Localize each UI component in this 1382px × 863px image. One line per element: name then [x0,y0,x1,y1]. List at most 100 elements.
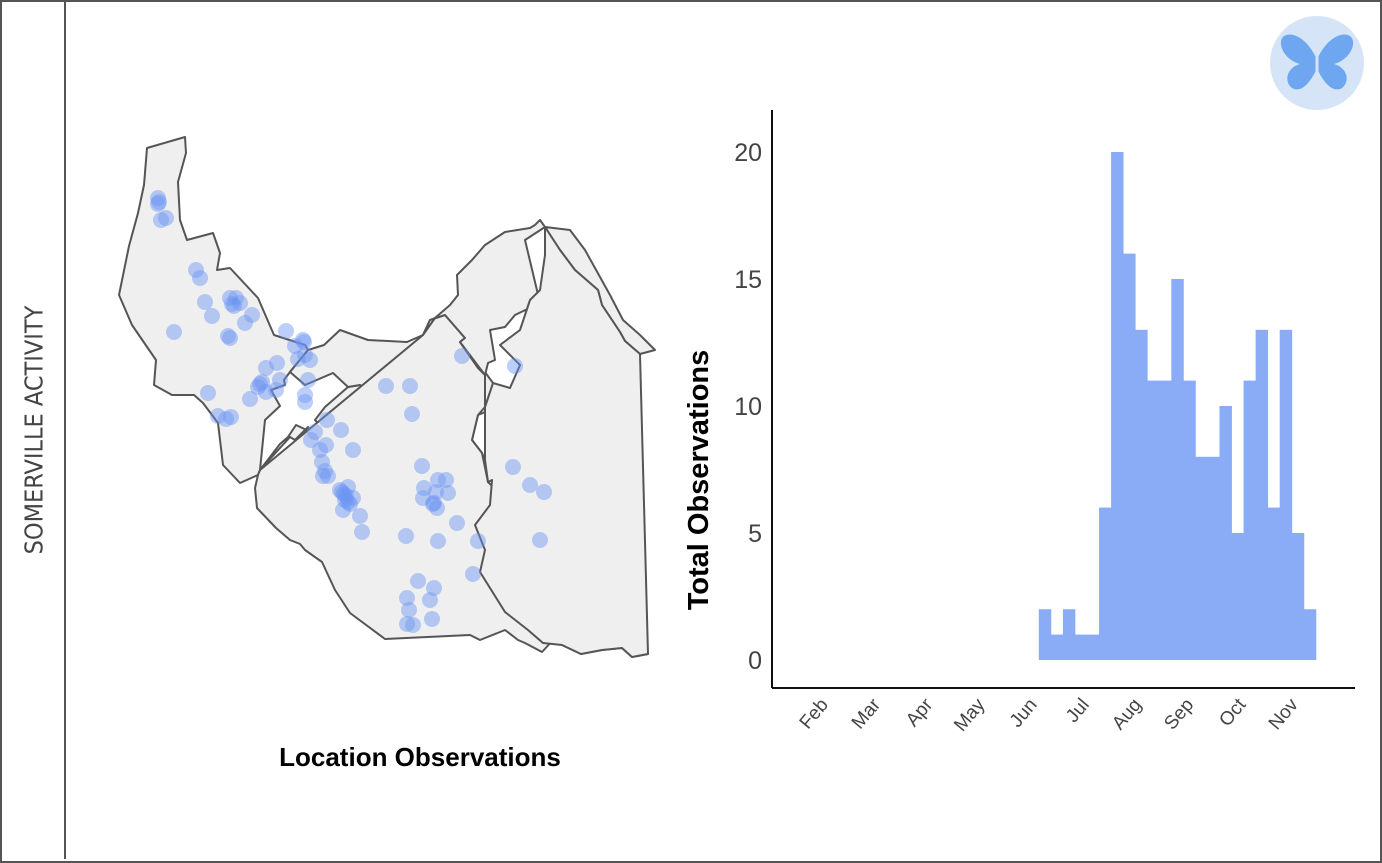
observation-point [287,338,303,354]
observation-point [522,477,538,493]
observation-point [272,372,288,388]
histogram-bar [1099,507,1112,660]
observation-point [438,472,454,488]
observation-point [454,348,470,364]
observation-point [188,262,204,278]
location-map [100,120,660,680]
y-axis-label: Total Observations [683,350,715,611]
observation-point [269,355,285,371]
observation-point [399,590,415,606]
observation-point [297,387,313,403]
observation-point [312,442,328,458]
map-region [118,136,309,484]
histogram-bar [1086,634,1100,660]
observation-point [204,308,220,324]
histogram-bar [1243,380,1257,660]
x-tick-label: Jul [1062,695,1094,727]
observation-point [536,484,552,500]
observation-point [401,602,417,618]
x-tick-label: Jun [1006,695,1042,732]
observation-point [352,508,368,524]
observation-point [237,315,253,331]
histogram-bar [1207,456,1220,660]
observation-point [336,486,352,502]
y-tick-label: 0 [748,647,762,675]
observation-point [297,347,313,363]
observation-point [378,378,394,394]
observation-point [425,496,441,512]
histogram-bar [1062,609,1076,660]
histogram-bar [1291,533,1305,660]
x-tick-label: Nov [1265,694,1303,734]
observation-point [342,496,358,512]
observation-point [210,408,226,424]
observation-point [300,372,316,388]
observation-point [340,479,356,495]
observation-point [405,617,421,633]
histogram-bar [1074,634,1088,660]
observation-point [315,468,331,484]
histogram-bar [1038,609,1052,660]
observation-point [335,502,351,518]
observation-point [337,492,353,508]
observation-point [440,485,456,501]
observation-point [333,422,349,438]
observation-point [158,210,174,226]
histogram-bar [1279,329,1293,660]
observation-point [314,454,330,470]
observation-point [218,411,234,427]
butterfly-icon [1280,34,1354,90]
observation-point [354,524,370,540]
x-tick-label: Mar [848,694,886,733]
y-tick-label: 15 [734,266,762,294]
observation-point [424,611,440,627]
histogram-bar [1111,152,1124,660]
histogram-bar [1147,380,1160,660]
observation-point [340,494,356,510]
histogram-bar [1195,456,1208,660]
x-tick-label: Oct [1215,694,1251,731]
map-region [474,226,649,658]
x-tick-label: Sep [1160,695,1198,734]
histogram-bar [1183,380,1196,660]
observation-point [254,374,270,390]
observation-point [470,533,486,549]
y-tick-label: 5 [748,520,762,548]
observation-point [290,351,306,367]
histogram-bar [1303,609,1317,660]
observation-point [297,394,313,410]
histogram-bar [1219,406,1232,660]
observation-point [414,458,430,474]
x-tick-label: Apr [902,694,938,731]
observation-point [150,190,166,206]
observation-point [244,307,260,323]
observation-point [426,580,442,596]
observation-point [532,532,548,548]
histogram-bar [1159,380,1172,660]
x-tick-label: Feb [796,695,833,734]
observation-point [252,376,268,392]
observation-point [278,323,294,339]
observation-point [507,358,523,374]
observation-point [416,480,432,496]
observation-point [296,334,312,350]
observation-point [250,379,266,395]
map-svg [118,136,656,658]
observation-point [224,296,240,312]
observation-point [332,482,348,498]
histogram-bar [1050,634,1064,660]
sidebar: SOMERVILLE ACTIVITY [0,0,66,859]
observation-point [153,212,169,228]
observation-point [197,294,213,310]
observation-point [200,385,216,401]
observation-point [150,196,166,212]
histogram-bar [1135,329,1148,660]
observation-point [429,500,445,516]
observation-point [295,332,311,348]
observation-point [302,352,318,368]
observation-point [223,409,239,425]
observation-point [422,592,438,608]
observation-point [222,290,238,306]
observation-point [398,528,414,544]
observation-point [222,330,238,346]
